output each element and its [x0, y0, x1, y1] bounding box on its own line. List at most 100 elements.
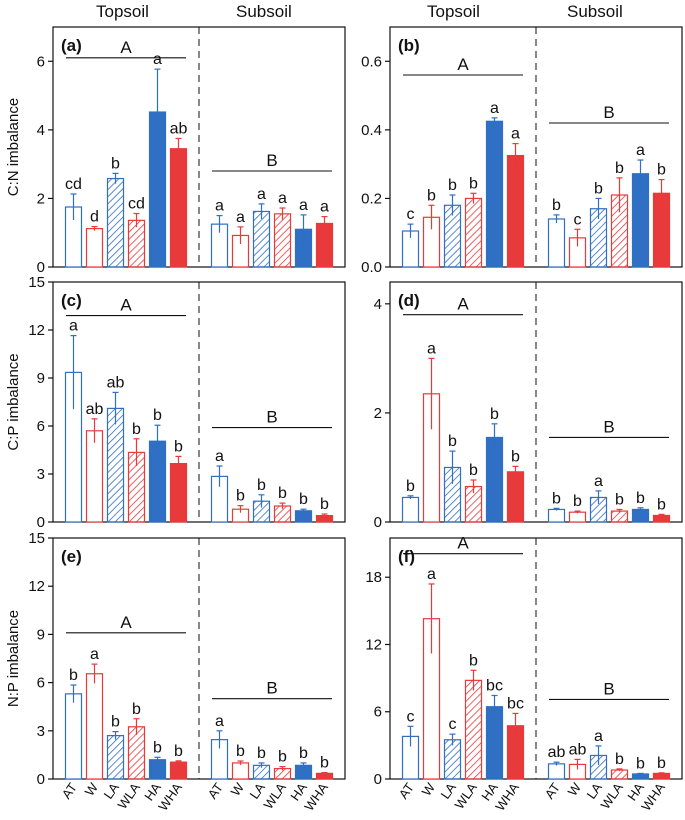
- significance-letter: c: [449, 716, 457, 733]
- x-tick-label-WHA: WHA: [492, 780, 522, 814]
- significance-letter: d: [90, 209, 99, 226]
- x-tick-label-WHA: WHA: [155, 780, 185, 814]
- significance-letter: b: [257, 477, 266, 494]
- significance-letter: b: [278, 749, 287, 766]
- bar-AT: [401, 496, 420, 523]
- x-tick-label-AT: AT: [396, 780, 417, 801]
- y-tick-label: 12: [28, 578, 45, 595]
- y-tick-label: 2: [37, 190, 45, 207]
- bar-HA: [294, 510, 313, 523]
- significance-letter: b: [657, 755, 666, 772]
- y-tick-label: 2: [374, 405, 382, 422]
- significance-letter: a: [215, 448, 224, 465]
- bar-HA: [485, 120, 504, 268]
- y-tick-label: 6: [37, 53, 45, 70]
- y-tick-label: 0: [374, 514, 382, 531]
- x-tick-label-WHA: WHA: [638, 780, 668, 814]
- significance-letter: b: [469, 652, 478, 669]
- panel-label: (f): [398, 547, 415, 566]
- y-tick-label: 0: [374, 771, 382, 788]
- bar-WHA: [506, 154, 525, 268]
- significance-letter: a: [215, 198, 224, 215]
- x-tick-label-AT: AT: [205, 780, 226, 801]
- y-tick-label: 0: [37, 771, 45, 788]
- significance-letter: a: [594, 473, 603, 490]
- significance-letter: a: [511, 126, 520, 143]
- significance-letter: b: [69, 667, 78, 684]
- bar-WHA: [315, 772, 334, 780]
- significance-letter: b: [511, 448, 520, 465]
- y-axis-label: C:P imbalance: [5, 353, 22, 450]
- y-tick-label: 9: [37, 626, 45, 643]
- significance-letter: b: [615, 160, 624, 177]
- panel-label: (d): [398, 291, 420, 310]
- significance-letter: b: [278, 485, 287, 502]
- y-axis-label: N:P imbalance: [5, 610, 22, 707]
- significance-letter: b: [132, 421, 141, 438]
- significance-letter: b: [406, 478, 415, 495]
- chart-panel-f: 061218(f)AcATaWcLAbWLAbcHAbcWHABabATabWa…: [365, 534, 683, 814]
- y-tick-label: 6: [37, 418, 45, 435]
- significance-letter: a: [153, 51, 162, 68]
- y-axis-label: C:N imbalance: [5, 98, 22, 196]
- x-tick-label-W: W: [419, 780, 439, 799]
- significance-letter: ab: [569, 741, 587, 758]
- panel-label: (c): [61, 291, 82, 310]
- panel-label: (b): [398, 36, 420, 55]
- significance-letter: a: [636, 142, 645, 159]
- significance-letter: ab: [107, 374, 125, 391]
- x-tick-label-WHA: WHA: [301, 780, 331, 814]
- x-tick-label-W: W: [228, 780, 248, 799]
- y-tick-label: 12: [28, 322, 45, 339]
- bar-LA: [106, 735, 125, 780]
- significance-letter: bc: [486, 677, 503, 694]
- bar-WHA: [169, 463, 188, 523]
- bar-LA: [443, 739, 462, 780]
- panel-label: (e): [61, 547, 82, 566]
- bar-HA: [631, 173, 650, 268]
- column-header-right-subsoil: Subsoil: [567, 2, 623, 21]
- group-letter-B: B: [603, 679, 614, 698]
- significance-letter: b: [320, 755, 329, 772]
- column-header-left-topsoil: Topsoil: [96, 2, 149, 21]
- y-tick-label: 18: [365, 569, 382, 586]
- y-tick-label: 3: [37, 723, 45, 740]
- significance-letter: c: [407, 708, 415, 725]
- bar-WLA: [464, 197, 483, 268]
- significance-letter: a: [257, 186, 266, 203]
- significance-letter: b: [657, 162, 666, 179]
- y-tick-label: 9: [37, 370, 45, 387]
- x-tick-label-AT: AT: [542, 780, 563, 801]
- significance-letter: a: [236, 209, 245, 226]
- significance-letter: ab: [86, 401, 104, 418]
- significance-letter: a: [278, 190, 287, 207]
- significance-letter: cd: [65, 176, 82, 193]
- significance-letter: b: [236, 743, 245, 760]
- y-tick-label: 12: [365, 636, 382, 653]
- x-tick-label-AT: AT: [59, 780, 80, 801]
- group-letter-A: A: [457, 295, 469, 314]
- significance-letter: ab: [170, 120, 188, 137]
- bar-W: [85, 673, 104, 780]
- bar-AT: [547, 508, 566, 523]
- bar-WLA: [464, 679, 483, 780]
- significance-letter: c: [574, 211, 582, 228]
- bar-HA: [631, 773, 650, 780]
- significance-letter: a: [299, 197, 308, 214]
- group-letter-B: B: [266, 151, 277, 170]
- group-letter-B: B: [603, 417, 614, 436]
- significance-letter: b: [615, 751, 624, 768]
- y-tick-label: 6: [374, 704, 382, 721]
- significance-letter: b: [111, 155, 120, 172]
- y-tick-label: 4: [374, 296, 382, 313]
- significance-letter: a: [320, 199, 329, 216]
- bar-W: [231, 762, 250, 780]
- significance-letter: b: [657, 496, 666, 513]
- significance-letter: b: [236, 488, 245, 505]
- significance-letter: a: [427, 340, 436, 357]
- column-header-left-subsoil: Subsoil: [236, 2, 292, 21]
